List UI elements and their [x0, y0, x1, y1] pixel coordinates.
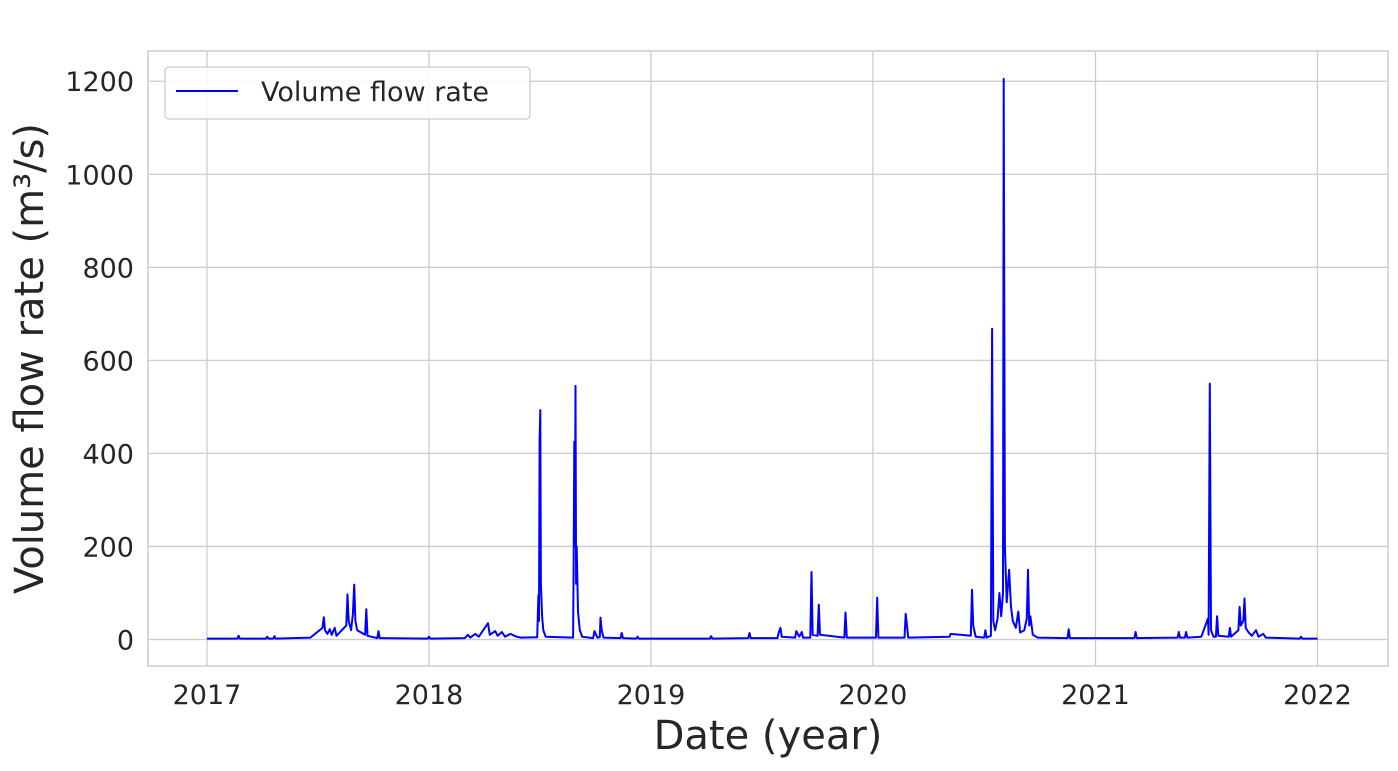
y-axis-title: Volume flow rate (m³/s)	[7, 123, 53, 594]
grid	[148, 51, 1388, 666]
plot-frame	[147, 50, 1389, 667]
y-tick-label: 1000	[65, 160, 134, 191]
x-axis-title: Date (year)	[654, 713, 883, 759]
y-tick-label: 600	[82, 346, 134, 377]
x-tick-label: 2021	[1061, 680, 1130, 711]
plot-area	[148, 51, 1388, 666]
legend-box	[164, 66, 531, 120]
x-tick-label: 2017	[173, 680, 242, 711]
y-tick-label: 400	[82, 439, 134, 470]
x-tick-label: 2019	[617, 680, 686, 711]
y-tick-label: 200	[82, 532, 134, 563]
legend: Volume flow rate	[164, 66, 531, 120]
x-tick-label: 2020	[839, 680, 908, 711]
tick-labels: 2017 2018 2019 2020 2021 2022 0 200 400 600 800 100…	[65, 67, 1352, 711]
x-tick-label: 2018	[395, 680, 464, 711]
series-layer	[207, 77, 1318, 640]
x-tick-label: 2022	[1283, 680, 1352, 711]
legend-label: Volume flow rate	[261, 77, 489, 108]
y-tick-label: 800	[82, 253, 134, 284]
y-tick-label: 1200	[65, 67, 134, 98]
series-line	[207, 77, 1318, 640]
y-tick-label: 0	[117, 625, 134, 656]
